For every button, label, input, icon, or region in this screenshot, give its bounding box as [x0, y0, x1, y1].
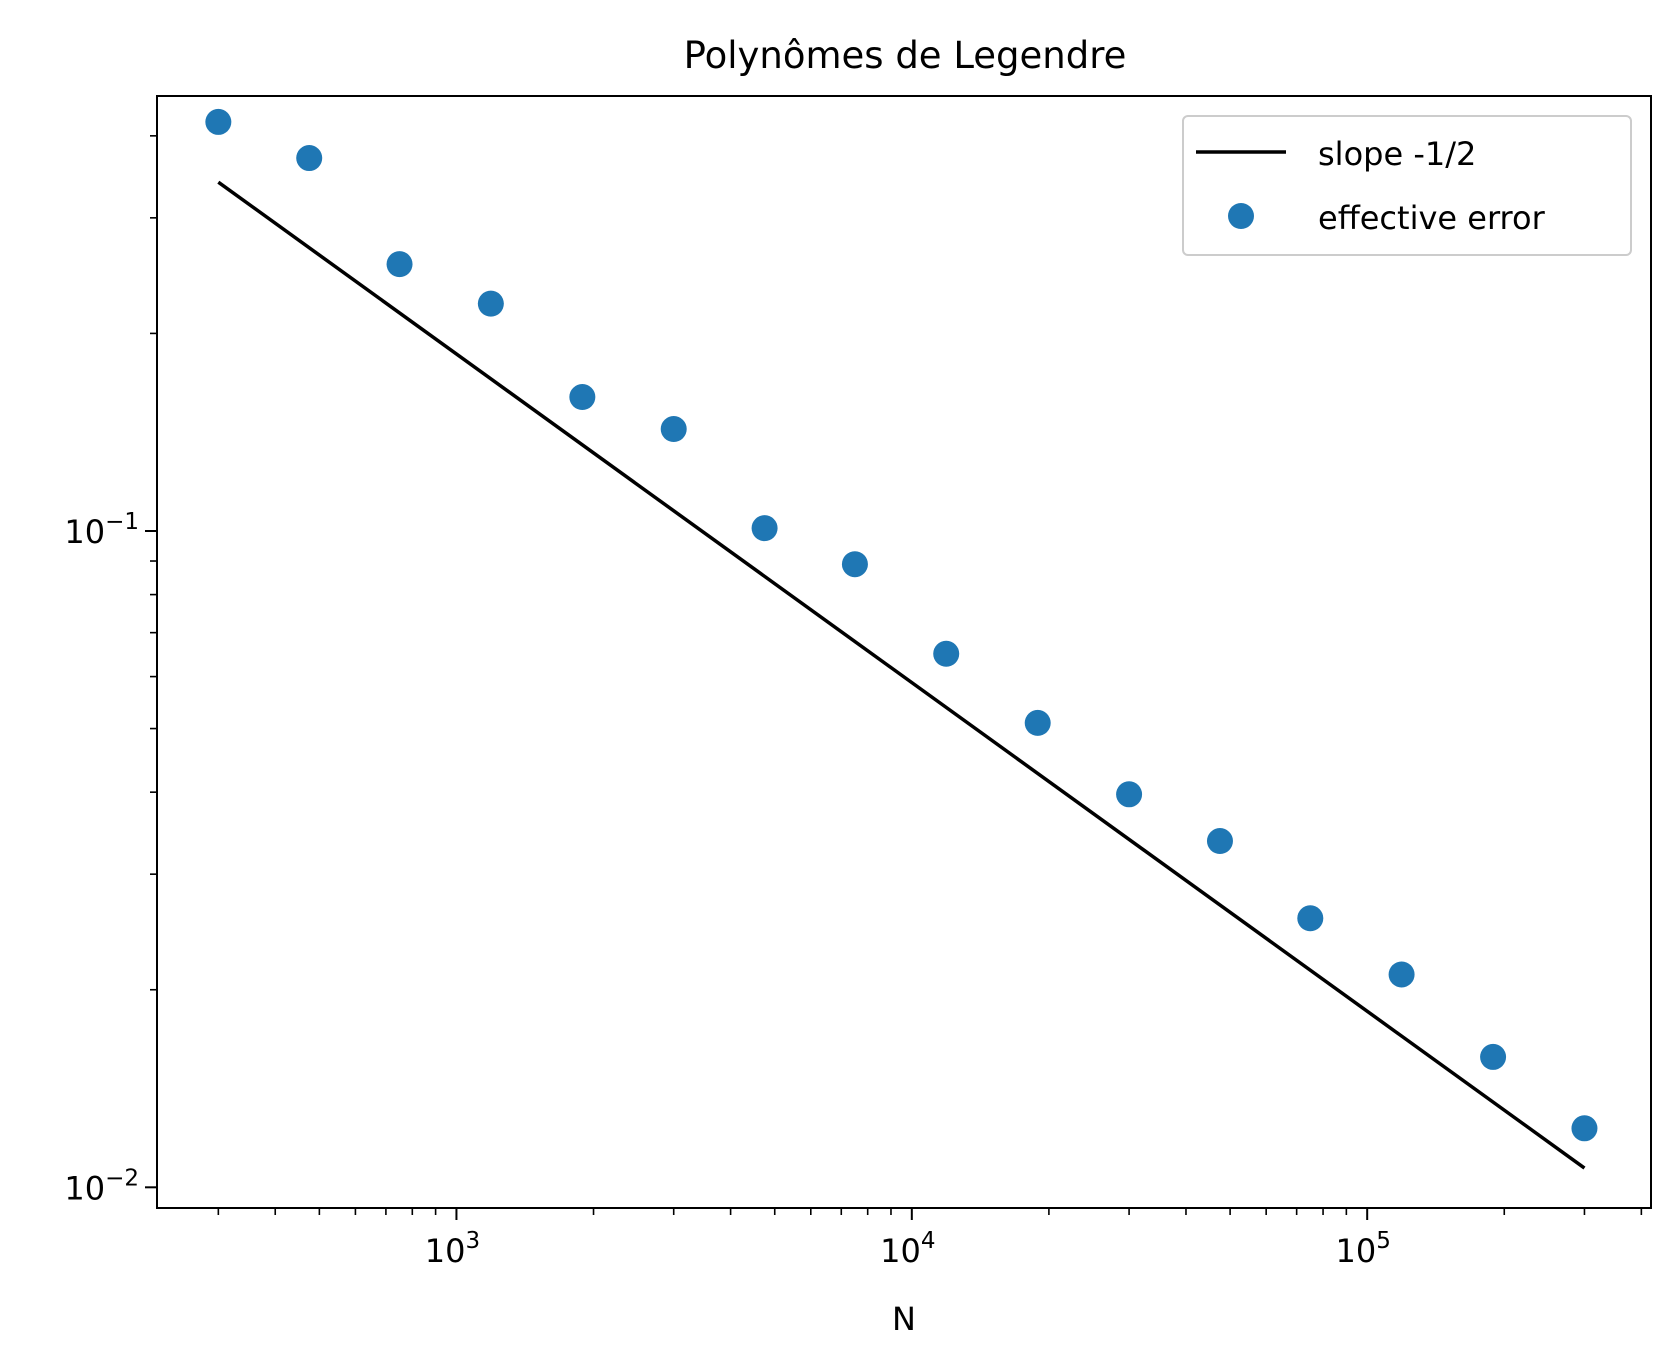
data-point	[386, 251, 413, 278]
data-point	[569, 384, 596, 411]
data-point	[296, 145, 323, 172]
data-point	[1480, 1043, 1507, 1070]
data-point	[1024, 709, 1051, 736]
chart-title: Polynômes de Legendre	[684, 34, 1127, 77]
axes-frame	[156, 95, 1652, 1209]
legend-label-effective-error: effective error	[1318, 199, 1546, 237]
legend: slope -1/2 effective error	[1182, 115, 1632, 256]
x-axis-label: N	[892, 1300, 916, 1338]
data-point	[1388, 961, 1415, 988]
data-point	[933, 640, 960, 667]
data-point	[1206, 828, 1233, 855]
legend-label-slope: slope -1/2	[1318, 135, 1476, 173]
data-point	[205, 108, 232, 135]
data-point	[1571, 1115, 1598, 1142]
legend-box	[1182, 115, 1632, 256]
data-point	[1116, 781, 1143, 808]
data-point	[841, 551, 868, 578]
data-point	[477, 290, 504, 317]
data-point	[1297, 905, 1324, 932]
series-line-slope	[217, 180, 1586, 1170]
plot-area	[205, 108, 1598, 1170]
data-point	[751, 515, 778, 542]
data-point	[660, 416, 687, 443]
x-tick-label: 104	[880, 1228, 935, 1270]
legend-marker-swatch	[1228, 203, 1254, 229]
